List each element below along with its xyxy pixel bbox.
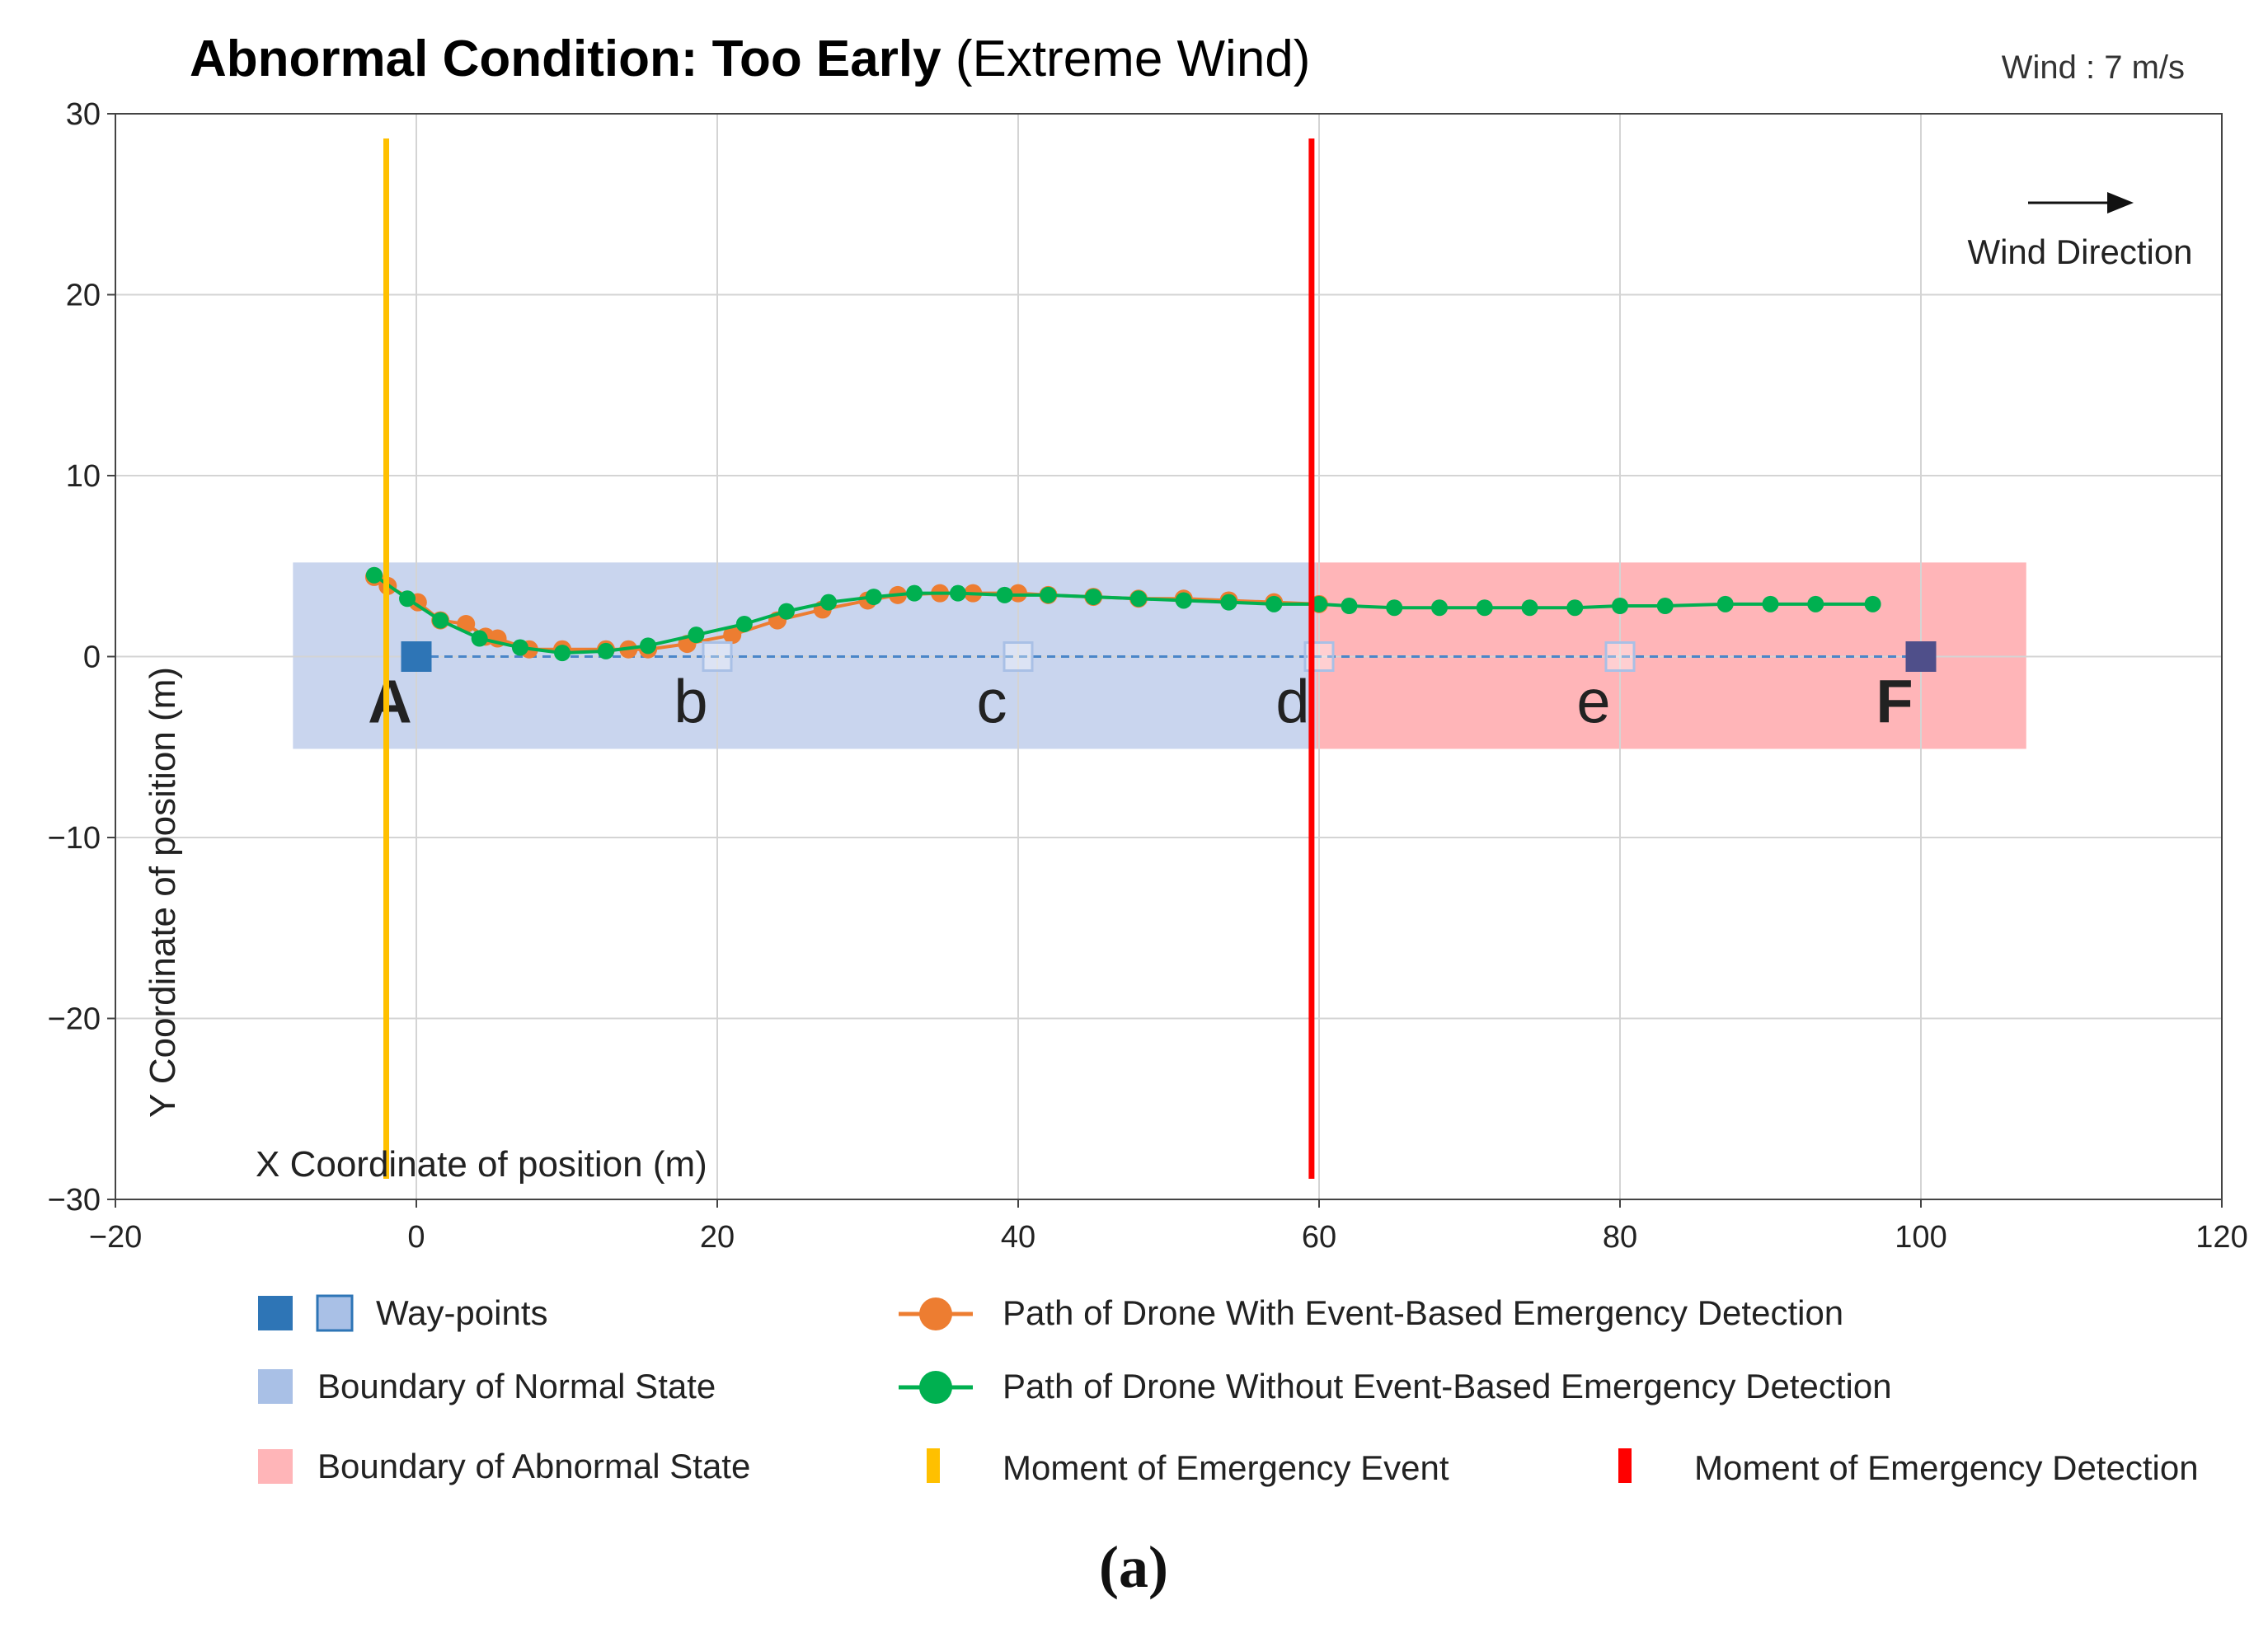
y-tick-label: −10 — [48, 821, 101, 856]
legend-label-emergency-event: Moment of Emergency Event — [1003, 1448, 1449, 1487]
series-point-with-detection — [1009, 584, 1027, 603]
legend-label-with-detection: Path of Drone With Event-Based Emergency… — [1003, 1293, 1843, 1332]
series-point-without-detection — [511, 639, 528, 656]
series-point-without-detection — [1040, 586, 1057, 603]
waypoint-marker — [401, 641, 432, 672]
legend-red-bar — [1618, 1448, 1632, 1483]
series-point-without-detection — [432, 612, 449, 629]
x-tick-label: 120 — [2195, 1220, 2247, 1255]
chart-title-bold: Abnormal Condition: Too Early — [190, 30, 941, 87]
series-point-without-detection — [399, 590, 416, 608]
x-tick-label: 40 — [1001, 1220, 1035, 1255]
wind-direction-label: Wind Direction — [1967, 232, 2192, 271]
series-point-without-detection — [688, 626, 705, 644]
wind-direction-indicator: Wind Direction — [1967, 192, 2193, 271]
waypoint-marker — [702, 641, 733, 672]
series-point-without-detection — [1085, 589, 1102, 606]
legend-label-without-detection: Path of Drone Without Event-Based Emerge… — [1003, 1367, 1892, 1405]
series-point-with-detection — [723, 626, 742, 645]
legend-label-normal: Boundary of Normal State — [317, 1367, 716, 1405]
legend-abnormal-swatch — [258, 1449, 293, 1484]
y-tick-label: 30 — [66, 97, 101, 132]
legend-waypoint-filled-swatch — [258, 1296, 293, 1330]
waypoint-label: e — [1576, 668, 1610, 736]
series-point-without-detection — [1265, 595, 1283, 612]
series-point-without-detection — [1864, 595, 1881, 612]
series-point-without-detection — [1807, 595, 1824, 612]
series-point-without-detection — [996, 586, 1013, 603]
y-tick-label: 10 — [66, 459, 101, 494]
waypoint-marker — [1003, 641, 1034, 672]
legend-green-marker — [919, 1371, 952, 1404]
waypoint-marker — [1604, 641, 1636, 672]
event-lines — [383, 138, 1315, 1179]
waypoint-label: c — [977, 668, 1007, 736]
series-point-without-detection — [1311, 595, 1327, 612]
y-tick-label: −30 — [48, 1183, 101, 1218]
series-point-without-detection — [820, 594, 838, 611]
x-tick-label: 80 — [1603, 1220, 1637, 1255]
waypoint-label: b — [674, 668, 707, 736]
series-point-without-detection — [1386, 599, 1403, 617]
x-tick-label: 0 — [407, 1220, 425, 1255]
legend-label-abnormal: Boundary of Abnormal State — [317, 1447, 750, 1485]
series-point-without-detection — [597, 642, 614, 659]
legend-yellow-bar — [927, 1448, 940, 1483]
waypoint-label: A — [368, 668, 411, 736]
waypoint-label: F — [1876, 668, 1913, 736]
series-point-without-detection — [1716, 595, 1734, 612]
legend-label-emergency-detection: Moment of Emergency Detection — [1694, 1448, 2199, 1487]
legend-normal-swatch — [258, 1369, 293, 1404]
series-point-without-detection — [1521, 599, 1538, 617]
series-point-without-detection — [1130, 590, 1147, 608]
series-point-without-detection — [735, 615, 753, 632]
series-point-without-detection — [640, 637, 657, 655]
series-point-without-detection — [1612, 598, 1628, 615]
x-axis-label: X Coordinate of position (m) — [256, 1144, 707, 1185]
series-point-without-detection — [1476, 599, 1493, 617]
x-tick-label: 20 — [700, 1220, 735, 1255]
series-point-without-detection — [865, 589, 882, 606]
legend-label-waypoints: Way-points — [376, 1293, 548, 1332]
x-tick-label: −20 — [89, 1220, 142, 1255]
waypoint-label: d — [1275, 668, 1309, 736]
series-point-without-detection — [365, 566, 383, 584]
legend: Way-points Boundary of Normal State Boun… — [258, 1293, 2199, 1487]
series-point-without-detection — [1220, 594, 1237, 611]
drone-paths — [364, 566, 1881, 662]
arrow-head-icon — [2107, 192, 2134, 214]
series-point-without-detection — [777, 603, 795, 620]
series-point-without-detection — [1175, 592, 1192, 609]
series-point-without-detection — [1431, 599, 1448, 617]
series-point-without-detection — [950, 584, 966, 602]
y-axis-label: Y Coordinate of position (m) — [143, 667, 183, 1118]
x-tick-label: 100 — [1895, 1220, 1946, 1255]
series-point-without-detection — [1341, 598, 1358, 615]
chart-title-normal: (Extreme Wind) — [956, 30, 1311, 87]
series-point-without-detection — [1762, 595, 1779, 612]
series-point-without-detection — [554, 645, 571, 662]
figure-caption: (a) — [1099, 1534, 1168, 1600]
x-tick-label: 60 — [1302, 1220, 1336, 1255]
y-tick-label: −20 — [48, 1002, 101, 1037]
waypoint-marker — [1905, 641, 1937, 672]
series-point-without-detection — [906, 584, 923, 602]
y-tick-label: 20 — [66, 279, 101, 313]
y-tick-label: 0 — [83, 640, 101, 675]
legend-waypoint-hollow-swatch — [316, 1294, 354, 1332]
series-point-without-detection — [471, 630, 488, 647]
chart-title: Abnormal Condition: Too Early (Extreme W… — [190, 30, 1310, 87]
wind-speed-label: Wind : 7 m/s — [2002, 49, 2185, 86]
legend-orange-marker — [919, 1297, 952, 1330]
series-point-without-detection — [1566, 599, 1584, 617]
series-point-without-detection — [1656, 598, 1674, 615]
